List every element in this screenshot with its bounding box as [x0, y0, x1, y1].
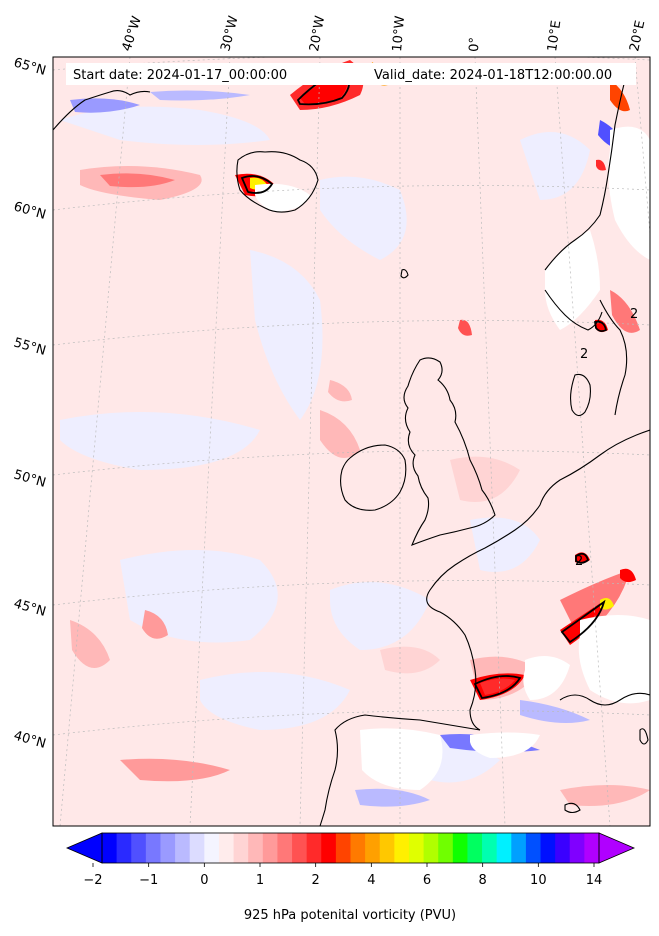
coast-southern-norway [544, 289, 603, 331]
colorbar-tick-label: 2 [312, 873, 320, 888]
colorbar-cell [350, 833, 366, 863]
colorbar-cell [379, 833, 395, 863]
colorbar-cell [277, 833, 293, 863]
colorbar-cell [335, 833, 351, 863]
colorbar-tick-label: 10 [530, 873, 547, 888]
colorbar-cell [233, 833, 249, 863]
lon-label-30w: 30°W [218, 14, 241, 53]
contour-label: 2 [575, 554, 583, 569]
start-date-label: Start date: 2024-01-17_00:00:00 [73, 68, 287, 83]
colorbar-high-extension [598, 832, 636, 864]
colorbar-cell [306, 833, 322, 863]
colorbar-cell [160, 833, 176, 863]
lat-label-65n: 65°N [12, 55, 48, 78]
colorbar-cell [189, 833, 205, 863]
lat-label-50n: 50°N [12, 467, 48, 490]
lon-label-0: 0° [467, 37, 483, 52]
contour-label: 2 [630, 307, 638, 322]
colorbar-title: 925 hPa potenital vorticity (PVU) [244, 908, 456, 923]
colorbar-cell [452, 833, 468, 863]
colorbar-cell [131, 833, 147, 863]
meridian-0 [474, 57, 506, 826]
meridian-30w [189, 57, 231, 826]
graticule [53, 57, 650, 826]
colorbar-cell [540, 833, 556, 863]
colorbar-cell [569, 833, 585, 863]
coast-france-south [559, 692, 650, 706]
colorbar-cell [321, 833, 337, 863]
coast-denmark [569, 373, 591, 417]
coastlines [53, 79, 650, 826]
meridian-40w [59, 57, 131, 826]
lon-label-10e: 10°E [545, 20, 564, 53]
longitude-labels: 40°W 30°W 20°W 10°W 0° 10°E 20°E [120, 14, 649, 53]
colorbar-cells [102, 833, 600, 863]
colorbar-tick-label: 4 [367, 873, 375, 888]
colorbar-cell [482, 833, 498, 863]
colorbar-tick-label: 1 [256, 873, 264, 888]
coast-iberia [319, 714, 481, 826]
lat-label-40n: 40°N [12, 728, 48, 751]
colorbar-cell [423, 833, 439, 863]
colorbar-cell [145, 833, 161, 863]
lon-label-10w: 10°W [390, 15, 408, 52]
colorbar-cell [555, 833, 571, 863]
colorbar-cell [584, 833, 600, 863]
lon-label-20w: 20°W [307, 15, 328, 53]
colorbar-cell [365, 833, 381, 863]
colorbar-cell [175, 833, 191, 863]
colorbar-low-extension [65, 832, 103, 864]
colorbar-cell [408, 833, 424, 863]
coast-balearic [564, 802, 581, 814]
colorbar-frame [101, 832, 600, 864]
colorbar-cell [292, 833, 308, 863]
latitude-labels: 65°N 60°N 55°N 50°N 45°N 40°N [12, 55, 48, 751]
coast-norway [544, 79, 626, 271]
lat-label-55n: 55°N [12, 335, 48, 358]
colorbar: −2 −1 0 1 2 4 6 8 10 14 925 hPa potenital vortici… [65, 832, 636, 923]
colorbar-tick-label: 6 [423, 873, 431, 888]
colorbar-cell [525, 833, 541, 863]
masked-terrain [255, 126, 650, 790]
lon-label-40w: 40°W [120, 14, 145, 53]
colorbar-tick-label: 8 [479, 873, 487, 888]
coast-continent-north [426, 429, 650, 731]
colorbar-cell [496, 833, 512, 863]
valid-date-label: Valid_date: 2024-01-18T12:00:00.00 [374, 68, 612, 83]
header-background [66, 63, 636, 85]
colorbar-cell [248, 833, 264, 863]
colorbar-tick-label: 14 [586, 873, 603, 888]
colorbar-cell [511, 833, 527, 863]
coast-sweden [599, 299, 628, 416]
meridian-20w [299, 57, 321, 826]
colorbar-tick-label: 0 [200, 873, 208, 888]
meridian-10e [554, 57, 611, 826]
lat-label-45n: 45°N [12, 596, 48, 619]
coast-corsica [639, 728, 649, 745]
coast-greenland [53, 89, 151, 131]
coast-faroes [400, 269, 409, 279]
colorbar-cell [102, 833, 118, 863]
lat-label-60n: 60°N [12, 199, 48, 222]
colorbar-tick-label: −1 [139, 873, 158, 888]
colorbar-ticks: −2 −1 0 1 2 4 6 8 10 14 [83, 863, 602, 888]
lon-label-20e: 20°E [627, 19, 648, 53]
coast-ireland [339, 444, 407, 511]
colorbar-cell [218, 833, 234, 863]
colorbar-cell [438, 833, 454, 863]
colorbar-cell [467, 833, 483, 863]
coast-great-britain [403, 357, 496, 546]
colorbar-cell [204, 833, 220, 863]
colorbar-cell [394, 833, 410, 863]
colorbar-tick-label: −2 [83, 873, 102, 888]
coast-iceland [236, 151, 319, 213]
colorbar-cell [262, 833, 278, 863]
map-panel [53, 57, 650, 826]
contour-label: 2 [580, 347, 588, 362]
map-frame [52, 56, 651, 827]
colorbar-cell [116, 833, 132, 863]
